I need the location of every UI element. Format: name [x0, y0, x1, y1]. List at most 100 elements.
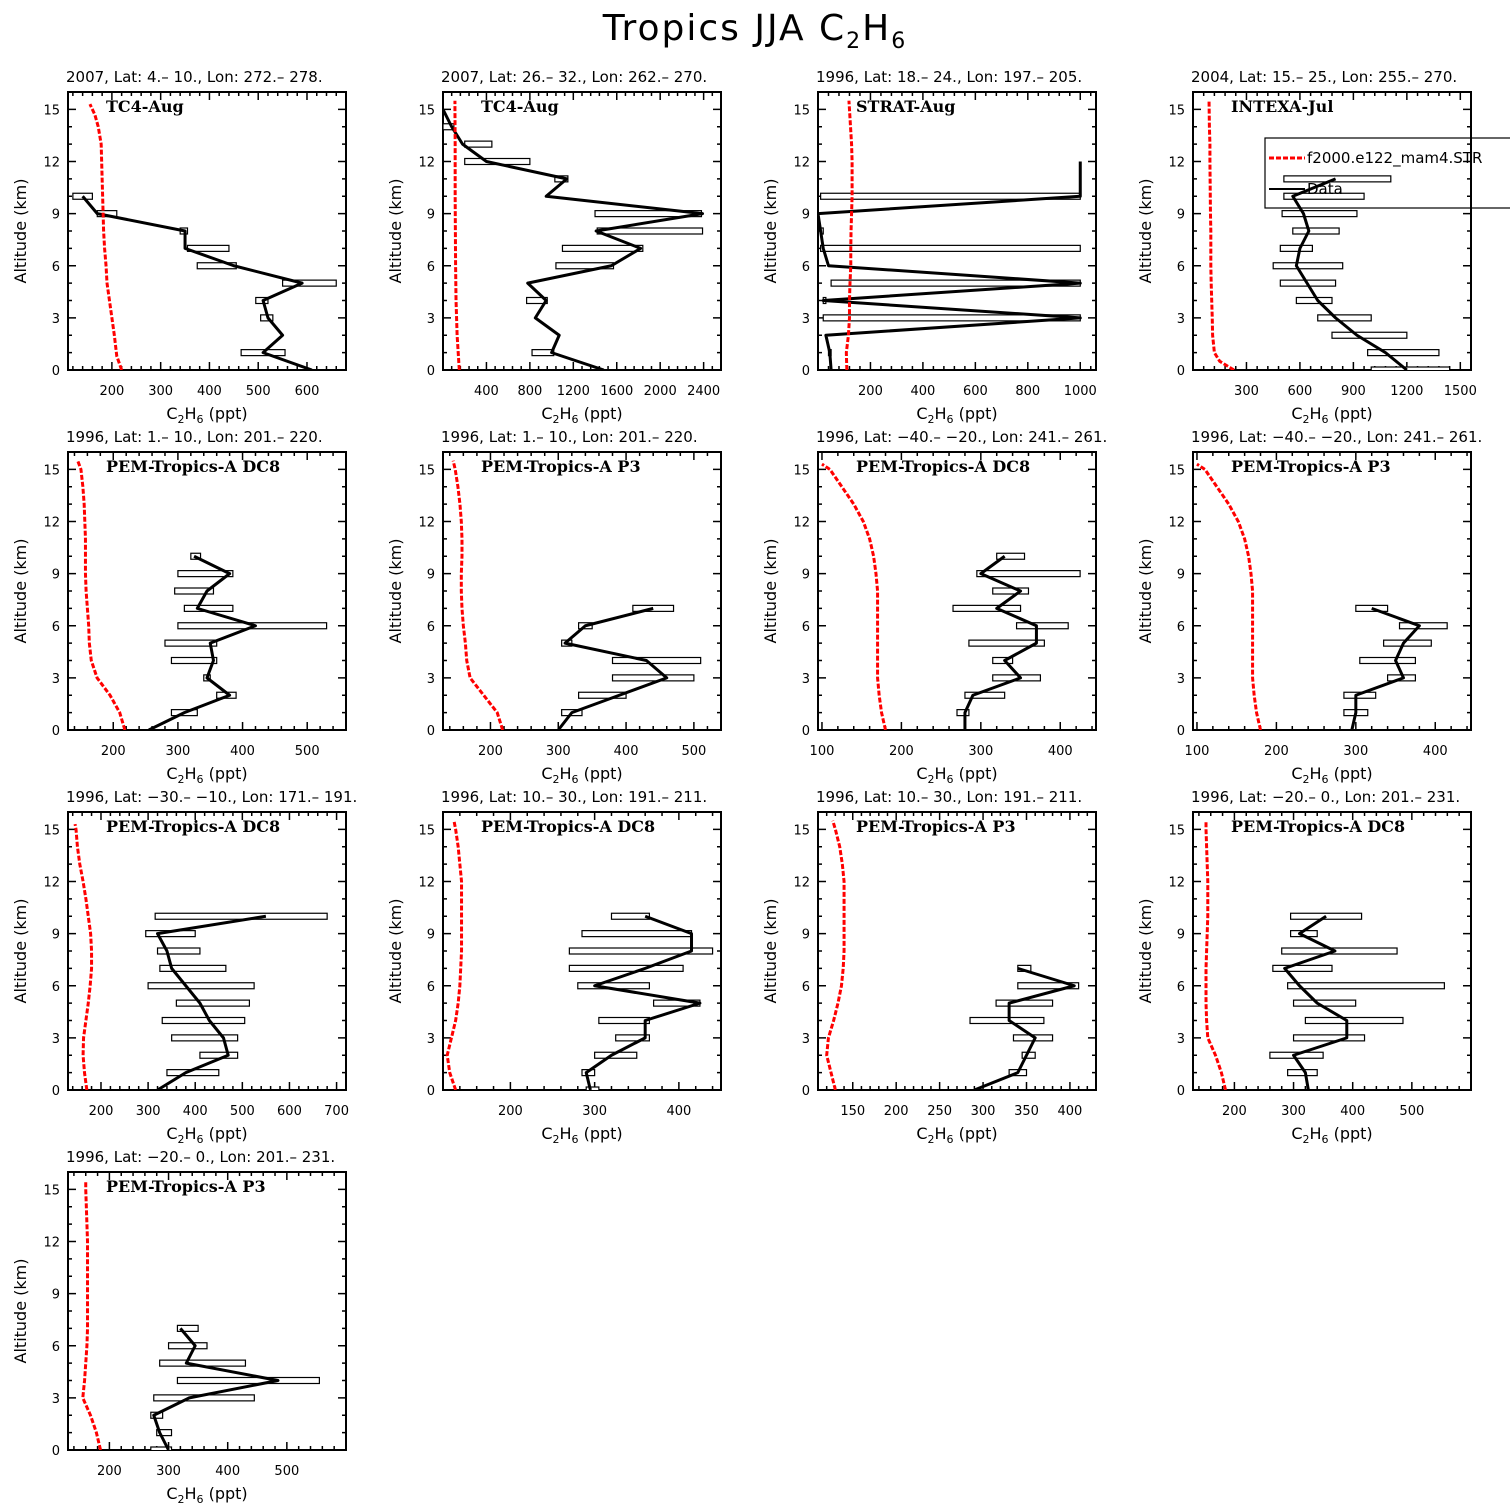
- plot-frame: [67, 811, 347, 1091]
- x-tick-label: 200: [1222, 1104, 1247, 1119]
- y-axis-label: Altitude (km): [386, 179, 405, 284]
- model-series-line: [844, 100, 854, 370]
- plot-area: [1196, 462, 1448, 730]
- x-tick-label: 600: [1288, 384, 1313, 399]
- x-tick-label: 800: [1015, 384, 1040, 399]
- y-axis-label: Altitude (km): [1136, 539, 1155, 644]
- x-tick-label: 400: [1340, 1104, 1365, 1119]
- data-error-bar: [1279, 244, 1313, 252]
- x-axis-label: C2H6 (ppt): [916, 764, 997, 786]
- y-axis-label: Altitude (km): [761, 539, 780, 644]
- data-error-bar: [611, 656, 702, 665]
- model-series-line: [825, 820, 846, 1090]
- y-tick-label: 15: [793, 823, 810, 838]
- plot-frame: [817, 811, 1097, 1091]
- y-tick-label: 12: [418, 876, 435, 891]
- x-tick-label: 300: [1234, 384, 1259, 399]
- data-series-line: [81, 195, 313, 370]
- y-tick-label: 0: [802, 1084, 810, 1099]
- y-tick-label: 0: [427, 364, 435, 379]
- y-tick-label: 3: [1177, 312, 1185, 327]
- y-axis-label: Altitude (km): [1136, 179, 1155, 284]
- y-tick-label: 9: [1177, 208, 1185, 223]
- plot-area: [445, 820, 714, 1090]
- y-tick-label: 15: [793, 463, 810, 478]
- x-tick-label: 300: [546, 744, 571, 759]
- plot-area: [1207, 100, 1451, 370]
- data-error-bar: [150, 1446, 173, 1450]
- y-tick-label: 6: [1177, 980, 1185, 995]
- data-series-line: [1291, 177, 1408, 370]
- x-tick-label: 100: [810, 744, 835, 759]
- panel-7: 1996, Lat: −40.– −20., Lon: 241.– 261. PE…: [761, 428, 1107, 786]
- data-error-bar: [820, 244, 1081, 252]
- legend-box: [1264, 137, 1510, 209]
- x-tick-label: 150: [840, 1104, 865, 1119]
- plot-area: [76, 460, 328, 730]
- x-tick-label: 500: [230, 1104, 255, 1119]
- data-series-line: [156, 914, 267, 1090]
- panel-2: 2007, Lat: 26.– 32., Lon: 262.– 270. TC4-…: [386, 68, 722, 426]
- model-series-line: [453, 100, 461, 370]
- plot-frame: [817, 451, 1097, 731]
- x-tick-label: 600: [277, 1104, 302, 1119]
- y-tick-label: 9: [52, 1288, 60, 1303]
- data-error-bar: [992, 656, 1014, 665]
- panel-header: 1996, Lat: −20.– 0., Lon: 201.– 231.: [66, 1148, 335, 1166]
- data-error-bar: [154, 912, 328, 920]
- data-error-bar: [568, 964, 684, 972]
- model-series-line: [821, 462, 887, 730]
- panel-header: 1996, Lat: 10.– 30., Lon: 191.– 211.: [441, 788, 707, 806]
- x-axis-label: C2H6 (ppt): [541, 1124, 622, 1146]
- y-tick-label: 0: [427, 1084, 435, 1099]
- y-tick-label: 12: [418, 516, 435, 531]
- model-series-line: [73, 823, 94, 1090]
- x-tick-label: 400: [215, 1464, 240, 1479]
- y-axis-label: Altitude (km): [761, 179, 780, 284]
- y-tick-label: 3: [52, 312, 60, 327]
- x-tick-label: 500: [246, 384, 271, 399]
- data-error-bar: [171, 1034, 239, 1042]
- y-tick-label: 0: [802, 364, 810, 379]
- panel-13: 1996, Lat: −20.– 0., Lon: 201.– 231. PEM-…: [11, 1148, 347, 1506]
- panel-10: 1996, Lat: 10.– 30., Lon: 191.– 211. PEM-…: [386, 788, 722, 1146]
- y-tick-label: 15: [1168, 103, 1185, 118]
- data-error-bar: [1359, 656, 1417, 665]
- data-error-bar: [167, 1342, 208, 1350]
- campaign-label: PEM-Tropics-A DC8: [106, 457, 280, 476]
- data-error-bar: [464, 140, 493, 148]
- x-tick-label: 900: [1341, 384, 1366, 399]
- y-tick-label: 0: [52, 364, 60, 379]
- x-tick-label: 2400: [687, 384, 720, 399]
- x-tick-label: 400: [197, 384, 222, 399]
- x-tick-label: 350: [1014, 1104, 1039, 1119]
- x-tick-label: 1000: [1064, 384, 1097, 399]
- x-axis-label: C2H6 (ppt): [916, 404, 997, 426]
- model-series-line: [76, 460, 127, 730]
- x-tick-label: 1200: [1390, 384, 1423, 399]
- data-error-bar: [581, 930, 693, 938]
- campaign-label: PEM-Tropics-A P3: [481, 457, 641, 476]
- x-tick-label: 600: [963, 384, 988, 399]
- x-tick-label: 300: [971, 1104, 996, 1119]
- campaign-label: PEM-Tropics-A DC8: [106, 817, 280, 836]
- x-tick-label: 400: [474, 384, 499, 399]
- x-tick-label: 400: [1048, 744, 1073, 759]
- x-tick-label: 400: [910, 384, 935, 399]
- x-tick-label: 200: [498, 1104, 523, 1119]
- model-series-line: [1207, 100, 1235, 370]
- panel-header: 2007, Lat: 4.– 10., Lon: 272.– 278.: [66, 68, 323, 86]
- data-error-bar: [1383, 639, 1432, 647]
- data-error-bar: [1398, 622, 1448, 630]
- y-tick-label: 15: [43, 463, 60, 478]
- campaign-label: PEM-Tropics-A DC8: [1231, 817, 1405, 836]
- x-axis-label: C2H6 (ppt): [166, 1484, 247, 1506]
- y-tick-label: 3: [802, 312, 810, 327]
- x-axis-label: C2H6 (ppt): [916, 1124, 997, 1146]
- data-series-line: [443, 108, 705, 370]
- y-tick-label: 12: [793, 876, 810, 891]
- y-axis-label: Altitude (km): [386, 539, 405, 644]
- x-tick-label: 200: [1264, 744, 1289, 759]
- y-tick-label: 15: [1168, 463, 1185, 478]
- model-series-line: [445, 820, 464, 1090]
